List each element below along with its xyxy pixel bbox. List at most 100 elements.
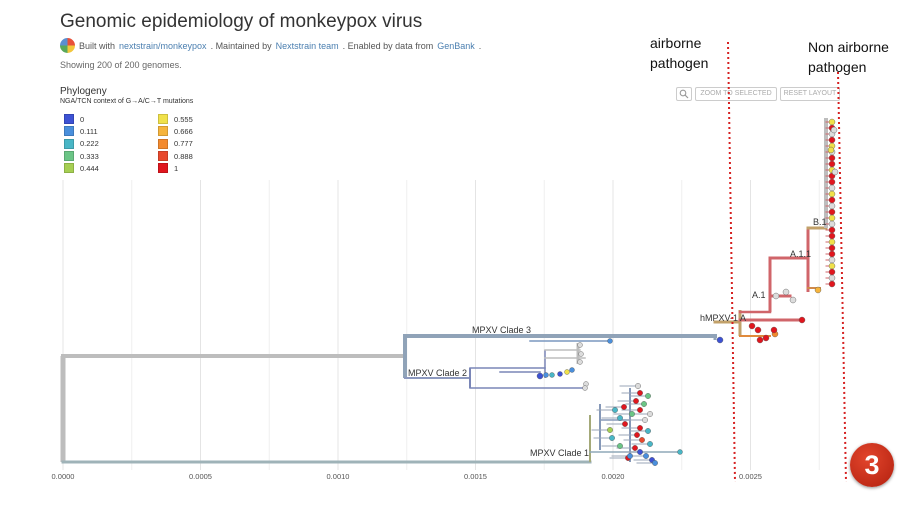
tip (828, 280, 836, 288)
nextstrain-monkeypox-link[interactable]: nextstrain/monkeypox (119, 40, 207, 51)
tip (637, 425, 643, 431)
legend-item[interactable]: 0.444 (64, 162, 99, 174)
tip (828, 178, 836, 186)
airborne-divider-line (727, 41, 736, 483)
axis-tick-label: 0.0000 (52, 472, 75, 481)
step-number-badge: 3 (850, 443, 894, 487)
tip (647, 411, 653, 417)
tip (617, 415, 623, 421)
tip (782, 288, 790, 296)
tip (828, 184, 836, 192)
page-title: Genomic epidemiology of monkeypox virus (60, 11, 423, 32)
legend-label: 0.777 (174, 139, 193, 149)
tip (828, 274, 836, 282)
clade-label-hmpxv: hMPXV-1 A (700, 313, 746, 323)
tip (828, 136, 836, 144)
tip (814, 286, 822, 294)
legend-swatch (64, 138, 74, 149)
tip (830, 126, 838, 134)
magnifier-icon (679, 89, 689, 99)
tip (828, 232, 836, 240)
tip (582, 385, 588, 391)
axis-tick-label: 0.0025 (739, 472, 762, 481)
non-airborne-annotation: Non airborne pathogen (808, 37, 889, 77)
nextstrain-logo-icon (60, 38, 75, 53)
legend-swatch (158, 163, 168, 174)
zoom-to-selected-button[interactable]: ZOOM TO SELECTED (695, 87, 777, 101)
tip (789, 296, 797, 304)
nextstrain-team-link[interactable]: Nextstrain team (275, 40, 339, 51)
legend-item[interactable]: 0.111 (64, 125, 99, 137)
legend-item[interactable]: 0.555 (158, 113, 193, 125)
tip (716, 336, 724, 344)
reset-layout-button[interactable]: RESET LAYOUT (780, 87, 840, 101)
tip (770, 326, 778, 334)
tip (637, 390, 643, 396)
axis-tick-label: 0.0010 (327, 472, 350, 481)
legend-item[interactable]: 0.777 (158, 138, 193, 150)
tip (645, 428, 651, 434)
clade-label-a1: A.1 (752, 290, 766, 300)
legend-item[interactable]: 0.888 (158, 150, 193, 162)
tip (627, 453, 633, 459)
tip (647, 441, 653, 447)
legend-label: 0.111 (80, 126, 98, 136)
tip (748, 322, 756, 330)
tip (634, 432, 640, 438)
non-airborne-divider-line (837, 71, 847, 483)
maintained-text: . Maintained by (210, 40, 272, 51)
tree-branches (60, 118, 833, 464)
enabled-text: . Enabled by data from (342, 40, 434, 51)
legend-column-2: 0.555 0.666 0.777 0.888 1 (158, 113, 193, 174)
tip (828, 208, 836, 216)
legend-label: 0.888 (174, 151, 193, 161)
tree-tips (536, 118, 839, 466)
tip (607, 338, 613, 344)
clade-label-a11: A.1.1 (790, 249, 811, 259)
legend-column-1: 0 0.111 0.222 0.333 0.444 (64, 113, 99, 174)
legend-swatch (158, 138, 168, 149)
legend-swatch (64, 114, 74, 125)
grid-lines (62, 180, 820, 470)
legend-item[interactable]: 0 (64, 113, 99, 125)
legend-item[interactable]: 0.333 (64, 150, 99, 162)
legend-item[interactable]: 0.666 (158, 125, 193, 137)
tip (635, 383, 641, 389)
clade-label-3: MPXV Clade 3 (472, 325, 531, 335)
tip (549, 372, 555, 378)
axis-tick-label: 0.0005 (189, 472, 212, 481)
tip (633, 398, 639, 404)
legend-label: 0.333 (80, 151, 99, 161)
end-punct: . (478, 40, 482, 51)
tip (578, 351, 584, 357)
tip (637, 449, 643, 455)
tip (756, 336, 764, 344)
tip (677, 449, 683, 455)
tip (828, 190, 836, 198)
annotation-lines (727, 41, 847, 483)
clade-label-2: MPXV Clade 2 (408, 368, 467, 378)
tip (827, 146, 835, 154)
tip (642, 417, 648, 423)
legend-swatch (64, 163, 74, 174)
tip (629, 411, 635, 417)
airborne-line-2: pathogen (650, 55, 709, 71)
tip (828, 238, 836, 246)
clade-labels: MPXV Clade 3 MPXV Clade 2 MPXV Clade 1 h… (408, 217, 827, 458)
tip (772, 292, 780, 300)
tip (828, 214, 836, 222)
legend-label: 0 (80, 114, 85, 124)
tip (828, 268, 836, 276)
tip (831, 168, 839, 176)
tip (543, 372, 549, 378)
search-button[interactable] (676, 87, 692, 101)
legend-label: 1 (174, 163, 179, 173)
genbank-link[interactable]: GenBank (437, 40, 475, 51)
tip (645, 393, 651, 399)
legend-swatch (64, 126, 74, 137)
legend-swatch (158, 114, 168, 125)
legend-item[interactable]: 0.222 (64, 138, 99, 150)
non-airborne-line-1: Non airborne (808, 39, 889, 55)
legend-item[interactable]: 1 (158, 162, 193, 174)
